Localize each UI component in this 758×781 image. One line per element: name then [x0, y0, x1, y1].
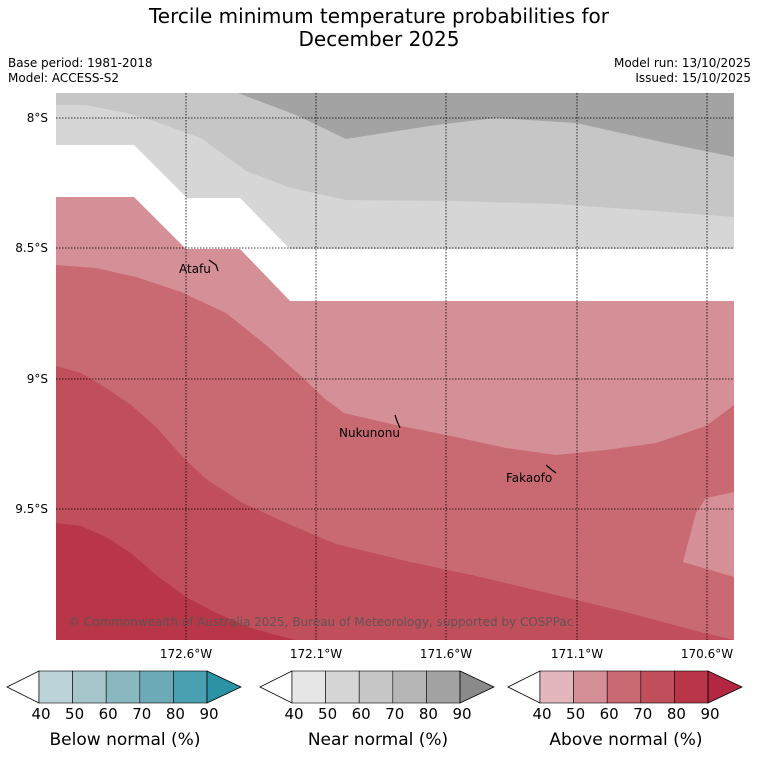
above-normal-70-band: [56, 366, 734, 640]
colorbar-tick-label: 50: [65, 705, 85, 723]
place-atafu: Atafu: [179, 262, 211, 276]
colorbar-tick-label: 70: [385, 705, 405, 723]
near-normal-label: Near normal (%): [307, 730, 449, 750]
meta-right: Model run: 13/10/2025 Issued: 15/10/2025: [614, 56, 751, 86]
atafu-atoll: [208, 259, 219, 272]
near-normal-segment: [358, 670, 394, 704]
place-fakaofo: Fakaofo: [506, 471, 552, 485]
colorbar-below-normal: [6, 670, 242, 704]
below-normal-extend-high: [206, 670, 242, 704]
above-normal-label: Above normal (%): [549, 730, 703, 750]
issued-date: Issued: 15/10/2025: [635, 71, 751, 85]
colorbar-tick-label: 60: [599, 705, 619, 723]
colorbar-tick-label: 90: [700, 705, 720, 723]
model-run: Model run: 13/10/2025: [613, 56, 751, 70]
title-line-2: December 2025: [298, 27, 460, 51]
near-normal-segment: [392, 670, 427, 704]
below-normal-label: Below normal (%): [49, 730, 201, 750]
lat-label-9s: 9°S: [26, 372, 48, 386]
below-normal-segment: [173, 670, 208, 704]
lon-label-171-1w: 171.1°W: [550, 647, 604, 661]
above-normal-80-band: [56, 523, 296, 640]
above-normal-segment: [539, 670, 574, 704]
place-nukunonu: Nukunonu: [339, 426, 400, 440]
above-normal-extend-low: [507, 670, 541, 704]
colorbar-above-normal: [507, 670, 743, 704]
below-normal-segment: [38, 670, 73, 704]
colorbar-tick-label: 80: [666, 705, 686, 723]
colorbar-tick-label: 40: [284, 705, 304, 723]
near-normal-segment: [291, 670, 326, 704]
above-normal-segment: [573, 670, 608, 704]
copyright-notice: © Commonwealth of Australia 2025, Bureau…: [68, 615, 573, 629]
lat-label-8-5s: 8.5°S: [15, 241, 48, 255]
colorbar-tick-label: 80: [418, 705, 438, 723]
colorbar-tick-label: 90: [452, 705, 472, 723]
lat-label-9-5s: 9.5°S: [15, 502, 48, 516]
below-normal-extend-low: [6, 670, 40, 704]
colorbar-tick-label: 40: [532, 705, 552, 723]
below-normal-segment: [72, 670, 107, 704]
near-normal-extend-high: [459, 670, 495, 704]
below-normal-segment: [105, 670, 141, 704]
colorbar-tick-label: 90: [199, 705, 219, 723]
lon-label-172-1w: 172.1°W: [289, 647, 343, 661]
near-normal-segment: [325, 670, 360, 704]
meta-left: Base period: 1981-2018 Model: ACCESS-S2: [8, 56, 153, 86]
lon-label-171-6w: 171.6°W: [419, 647, 473, 661]
lon-label-170-6w: 170.6°W: [680, 647, 734, 661]
base-period: Base period: 1981-2018: [8, 56, 153, 70]
above-normal-segment: [606, 670, 642, 704]
model-name: Model: ACCESS-S2: [8, 71, 120, 85]
colorbar-tick-label: 50: [318, 705, 338, 723]
map-title: Tercile minimum temperature probabilitie…: [0, 5, 758, 51]
tercile-probability-map: Atafu Nukunonu Fakaofo © Commonwealth of…: [56, 93, 734, 640]
colorbar-tick-label: 50: [566, 705, 586, 723]
near-normal-extend-low: [259, 670, 293, 704]
colorbar-tick-label: 60: [98, 705, 118, 723]
nukunonu-atoll: [394, 414, 401, 429]
colorbar-tick-label: 70: [132, 705, 152, 723]
colorbar-near-normal: [259, 670, 495, 704]
near-normal-60-band: [56, 93, 734, 217]
near-normal-70-band: [238, 93, 734, 157]
lat-label-8s: 8°S: [26, 111, 48, 125]
above-normal-extend-high: [707, 670, 743, 704]
colorbar-tick-label: 40: [31, 705, 51, 723]
graticule: [56, 93, 734, 640]
above-normal-segment: [674, 670, 709, 704]
near-normal-segment: [426, 670, 461, 704]
colorbar-tick-label: 60: [351, 705, 371, 723]
fakaofo-atoll: [545, 464, 557, 474]
colorbar-tick-label: 70: [633, 705, 653, 723]
above-normal-segment: [640, 670, 675, 704]
colorbar-tick-label: 80: [165, 705, 185, 723]
title-line-1: Tercile minimum temperature probabilitie…: [148, 4, 610, 28]
lon-label-172-6w: 172.6°W: [159, 647, 213, 661]
below-normal-segment: [139, 670, 174, 704]
